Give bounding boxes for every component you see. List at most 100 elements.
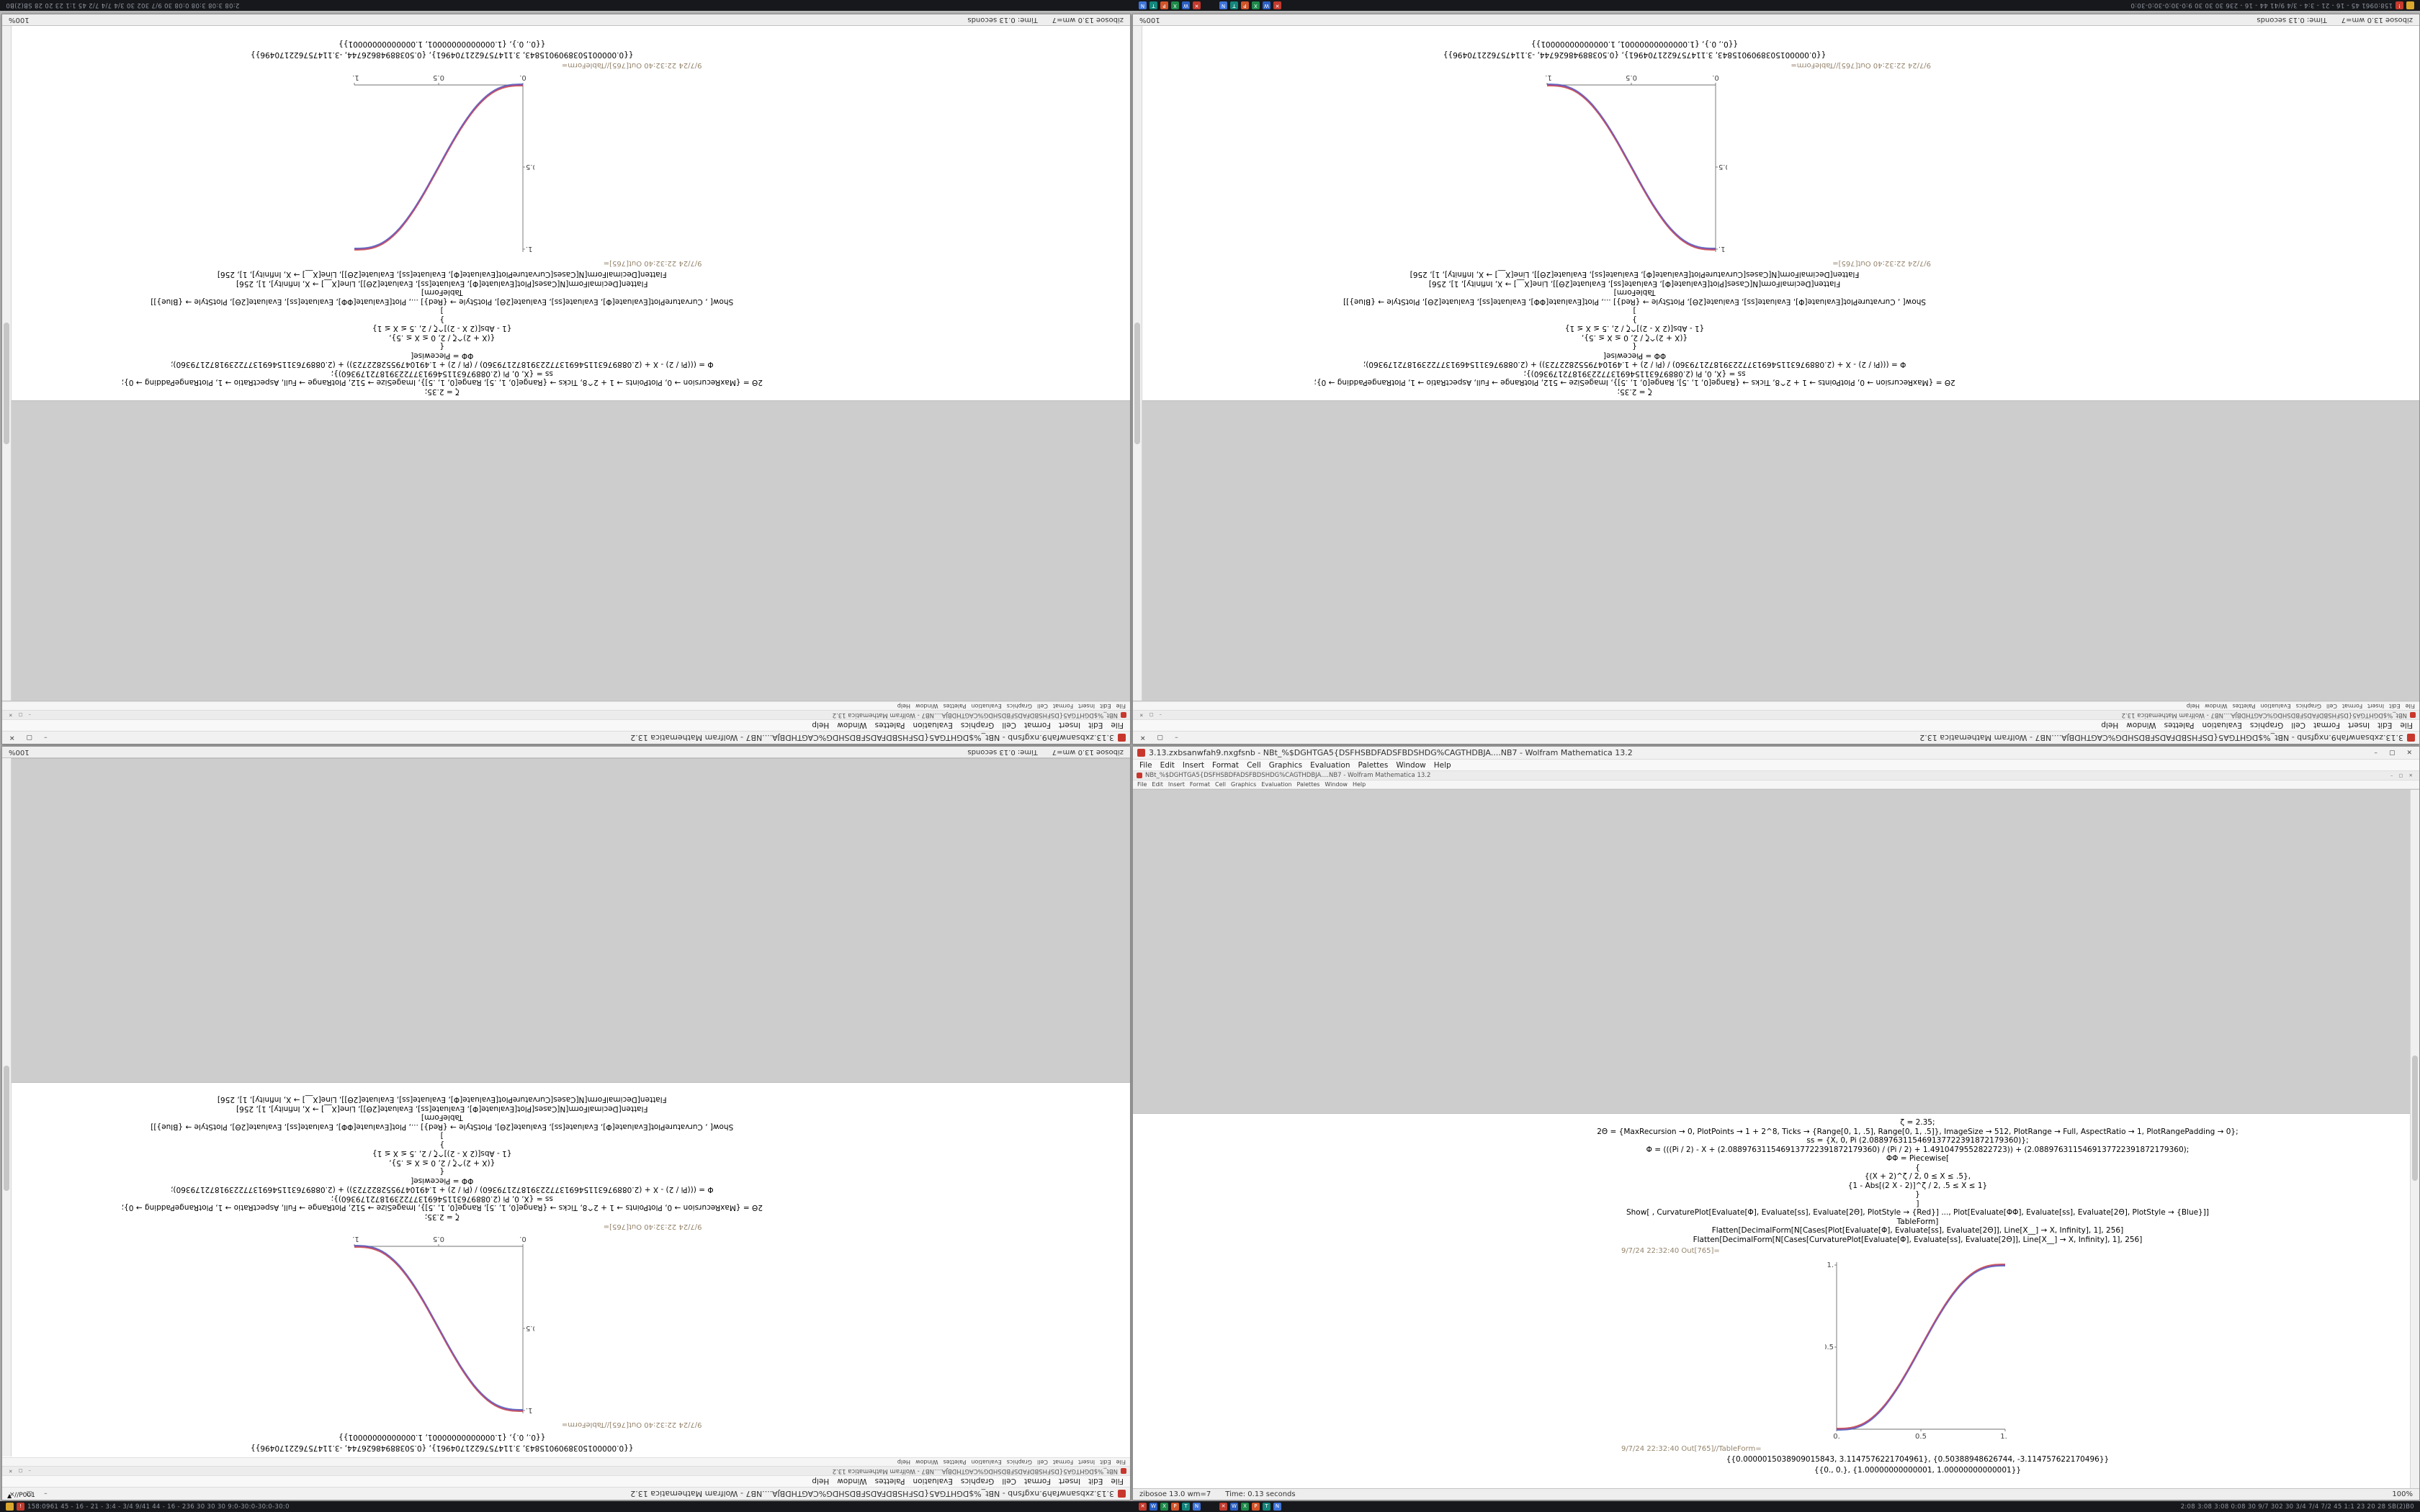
input-cell-line[interactable]: Show[ , CurvaturePlot[Evaluate[Φ], Evalu… (1343, 297, 1927, 306)
menu-window[interactable]: Window (1396, 760, 1426, 770)
menu-evaluation[interactable]: Evaluation (1310, 760, 1350, 770)
input-cell-line[interactable]: ] (1633, 306, 1636, 315)
menu-cell[interactable]: Cell (1002, 721, 1016, 730)
menu-file[interactable]: File (2405, 703, 2415, 709)
menu-help[interactable]: Help (897, 703, 911, 709)
menu-graphics[interactable]: Graphics (1268, 760, 1303, 770)
minimize-button[interactable]: – (2374, 749, 2378, 757)
input-cell-line[interactable]: ζ = 2.35; (424, 387, 460, 396)
menu-palettes[interactable]: Palettes (874, 1477, 905, 1486)
close-button[interactable]: ✕ (2406, 749, 2412, 757)
menu-help[interactable]: Help (2186, 703, 2200, 709)
input-cell-line[interactable]: ss = {X, 0, Pi (2.0889763115469137722391… (331, 1194, 553, 1203)
menu-help[interactable]: Help (897, 1459, 911, 1465)
menu-help[interactable]: Help (812, 1477, 830, 1486)
input-cell-line[interactable]: ΦΦ = Piecewise[ (1603, 351, 1667, 360)
menu-graphics[interactable]: Graphics (960, 1477, 995, 1486)
input-cell-line[interactable]: Flatten[DecimalForm[N[Cases[CurvaturePlo… (1693, 1235, 2143, 1244)
input-cell-line[interactable]: Φ = (((Pi / 2) - X + (2.0889763115469137… (170, 360, 714, 369)
zoom-level[interactable]: 100% (9, 748, 30, 756)
input-cell-line[interactable]: ζ = 2.35; (1900, 1118, 1935, 1127)
input-cell-line[interactable]: ] (440, 306, 444, 315)
alert-icon[interactable]: ! (17, 1503, 24, 1511)
minimize-button[interactable]: – (44, 1490, 48, 1498)
menu-edit[interactable]: Edit (2389, 703, 2401, 709)
app-red-icon[interactable]: ✕ (1219, 1503, 1227, 1511)
input-cell-line[interactable]: {1 - Abs[(2 X - 2)]^ζ / 2, .5 ≤ X ≤ 1} (1564, 324, 1705, 333)
input-cell-line[interactable]: 2Θ = {MaxRecursion → 0, PlotPoints → 1 +… (121, 378, 763, 387)
menu-format[interactable]: Format (1052, 1459, 1074, 1465)
menu-file[interactable]: File (1116, 1459, 1126, 1465)
input-cell-line[interactable]: ΦΦ = Piecewise[ (411, 1176, 474, 1185)
menu-graphics[interactable]: Graphics (1006, 1459, 1032, 1465)
app-red-icon[interactable]: ✕ (1193, 1, 1201, 9)
input-cell-line[interactable]: ΦΦ = Piecewise[ (1886, 1154, 1950, 1163)
menu-cell[interactable]: Cell (1037, 703, 1048, 709)
menu-evaluation[interactable]: Evaluation (971, 1459, 1002, 1465)
menu-palettes[interactable]: Palettes (943, 703, 967, 709)
menu-insert[interactable]: Insert (1078, 1459, 1095, 1465)
input-cell-line[interactable]: { (439, 1167, 445, 1176)
vertical-scrollbar[interactable] (2410, 790, 2419, 1488)
input-cell-line[interactable]: } (439, 1140, 445, 1149)
maximize-button[interactable]: ▢ (26, 734, 33, 742)
input-cell-line[interactable]: Flatten[DecimalForm[N[Cases[CurvaturePlo… (217, 270, 667, 279)
input-cell-line[interactable]: { (439, 342, 445, 351)
menu-help[interactable]: Help (812, 721, 830, 730)
alert-icon[interactable]: ! (2396, 1, 2403, 9)
input-cell-line[interactable]: Flatten[DecimalForm[N[Cases[Plot[Evaluat… (236, 279, 648, 288)
scrollbar-thumb[interactable] (4, 323, 9, 444)
menu-cell[interactable]: Cell (1247, 760, 1261, 770)
minimize-button[interactable]: – (44, 734, 48, 742)
maximize-button[interactable]: ▢ (1157, 734, 1164, 742)
menu-edit[interactable]: Edit (1100, 703, 1111, 709)
menu-file[interactable]: File (1116, 703, 1126, 709)
input-cell-line[interactable]: ss = {X, 0, Pi (2.0889763115469137722391… (1523, 369, 1746, 378)
zoom-level[interactable]: 100% (1139, 16, 1160, 24)
menu-insert[interactable]: Insert (1078, 703, 1095, 709)
menu-evaluation[interactable]: Evaluation (2260, 703, 2291, 709)
menu-cell[interactable]: Cell (2326, 703, 2337, 709)
input-cell-line[interactable]: Show[ , CurvaturePlot[Evaluate[Φ], Evalu… (151, 297, 734, 306)
vertical-scrollbar[interactable] (1133, 26, 1142, 701)
app-excel-icon[interactable]: X (1171, 1, 1179, 9)
app-powerpoint-icon[interactable]: P (1241, 1, 1249, 9)
menu-window[interactable]: Window (1325, 781, 1348, 788)
maximize-button[interactable]: ▢ (2388, 749, 2396, 757)
app-red-icon[interactable]: ✕ (1273, 1, 1281, 9)
scrollbar-thumb[interactable] (4, 1065, 9, 1192)
input-cell-line[interactable]: Φ = (((Pi / 2) - X + (2.0889763115469137… (170, 1185, 714, 1194)
app-teal-icon[interactable]: T (1230, 1, 1238, 9)
app-word-icon[interactable]: W (1150, 1503, 1157, 1511)
window-titlebar[interactable]: 3.13.zxbsanwfah9.nxgfsnb - NBt_%$DGHTGA5… (1133, 747, 2419, 760)
menu-format[interactable]: Format (2313, 721, 2340, 730)
input-cell-line[interactable]: {(X + 2)^ζ / 2, 0 ≤ X ≤ .5}, (389, 1158, 496, 1167)
app-red-icon[interactable]: ✕ (1139, 1503, 1147, 1511)
menu-palettes[interactable]: Palettes (1358, 760, 1389, 770)
menu-insert[interactable]: Insert (1058, 721, 1081, 730)
app-blue-icon[interactable]: N (1193, 1503, 1201, 1511)
input-cell-line[interactable]: ] (440, 1131, 444, 1140)
input-cell-line[interactable]: 2Θ = {MaxRecursion → 0, PlotPoints → 1 +… (121, 1203, 763, 1212)
app-excel-icon[interactable]: X (1160, 1503, 1168, 1511)
close-button[interactable]: ✕ (9, 734, 15, 742)
input-cell-line[interactable]: } (1915, 1190, 1920, 1199)
menu-edit[interactable]: Edit (1100, 1459, 1111, 1465)
menu-edit[interactable]: Edit (2378, 721, 2393, 730)
input-cell-line[interactable]: {(X + 2)^ζ / 2, 0 ≤ X ≤ .5}, (1581, 333, 1688, 342)
menu-insert[interactable]: Insert (1058, 1477, 1081, 1486)
menu-graphics[interactable]: Graphics (1006, 703, 1032, 709)
app-blue-icon[interactable]: N (1273, 1503, 1281, 1511)
menu-file[interactable]: File (1111, 1477, 1124, 1486)
app-teal-icon[interactable]: T (1150, 1, 1157, 9)
menu-evaluation[interactable]: Evaluation (2202, 721, 2242, 730)
menu-insert[interactable]: Insert (1168, 781, 1185, 788)
scrollbar-thumb[interactable] (2412, 1055, 2418, 1182)
input-cell-line[interactable]: { (1915, 1163, 1920, 1172)
input-cell-line[interactable]: Show[ , CurvaturePlot[Evaluate[Φ], Evalu… (151, 1122, 734, 1131)
menu-cell[interactable]: Cell (1002, 1477, 1016, 1486)
window-titlebar[interactable]: 3.13.zxbsanwfah9.nxgfsnb - NBt_%$DGHTGA5… (1133, 731, 2419, 744)
input-cell-line[interactable]: Flatten[DecimalForm[N[Cases[CurvaturePlo… (217, 1095, 667, 1104)
menu-graphics[interactable]: Graphics (2249, 721, 2284, 730)
input-cell-line[interactable]: {1 - Abs[(2 X - 2)]^ζ / 2, .5 ≤ X ≤ 1} (1847, 1181, 1988, 1190)
